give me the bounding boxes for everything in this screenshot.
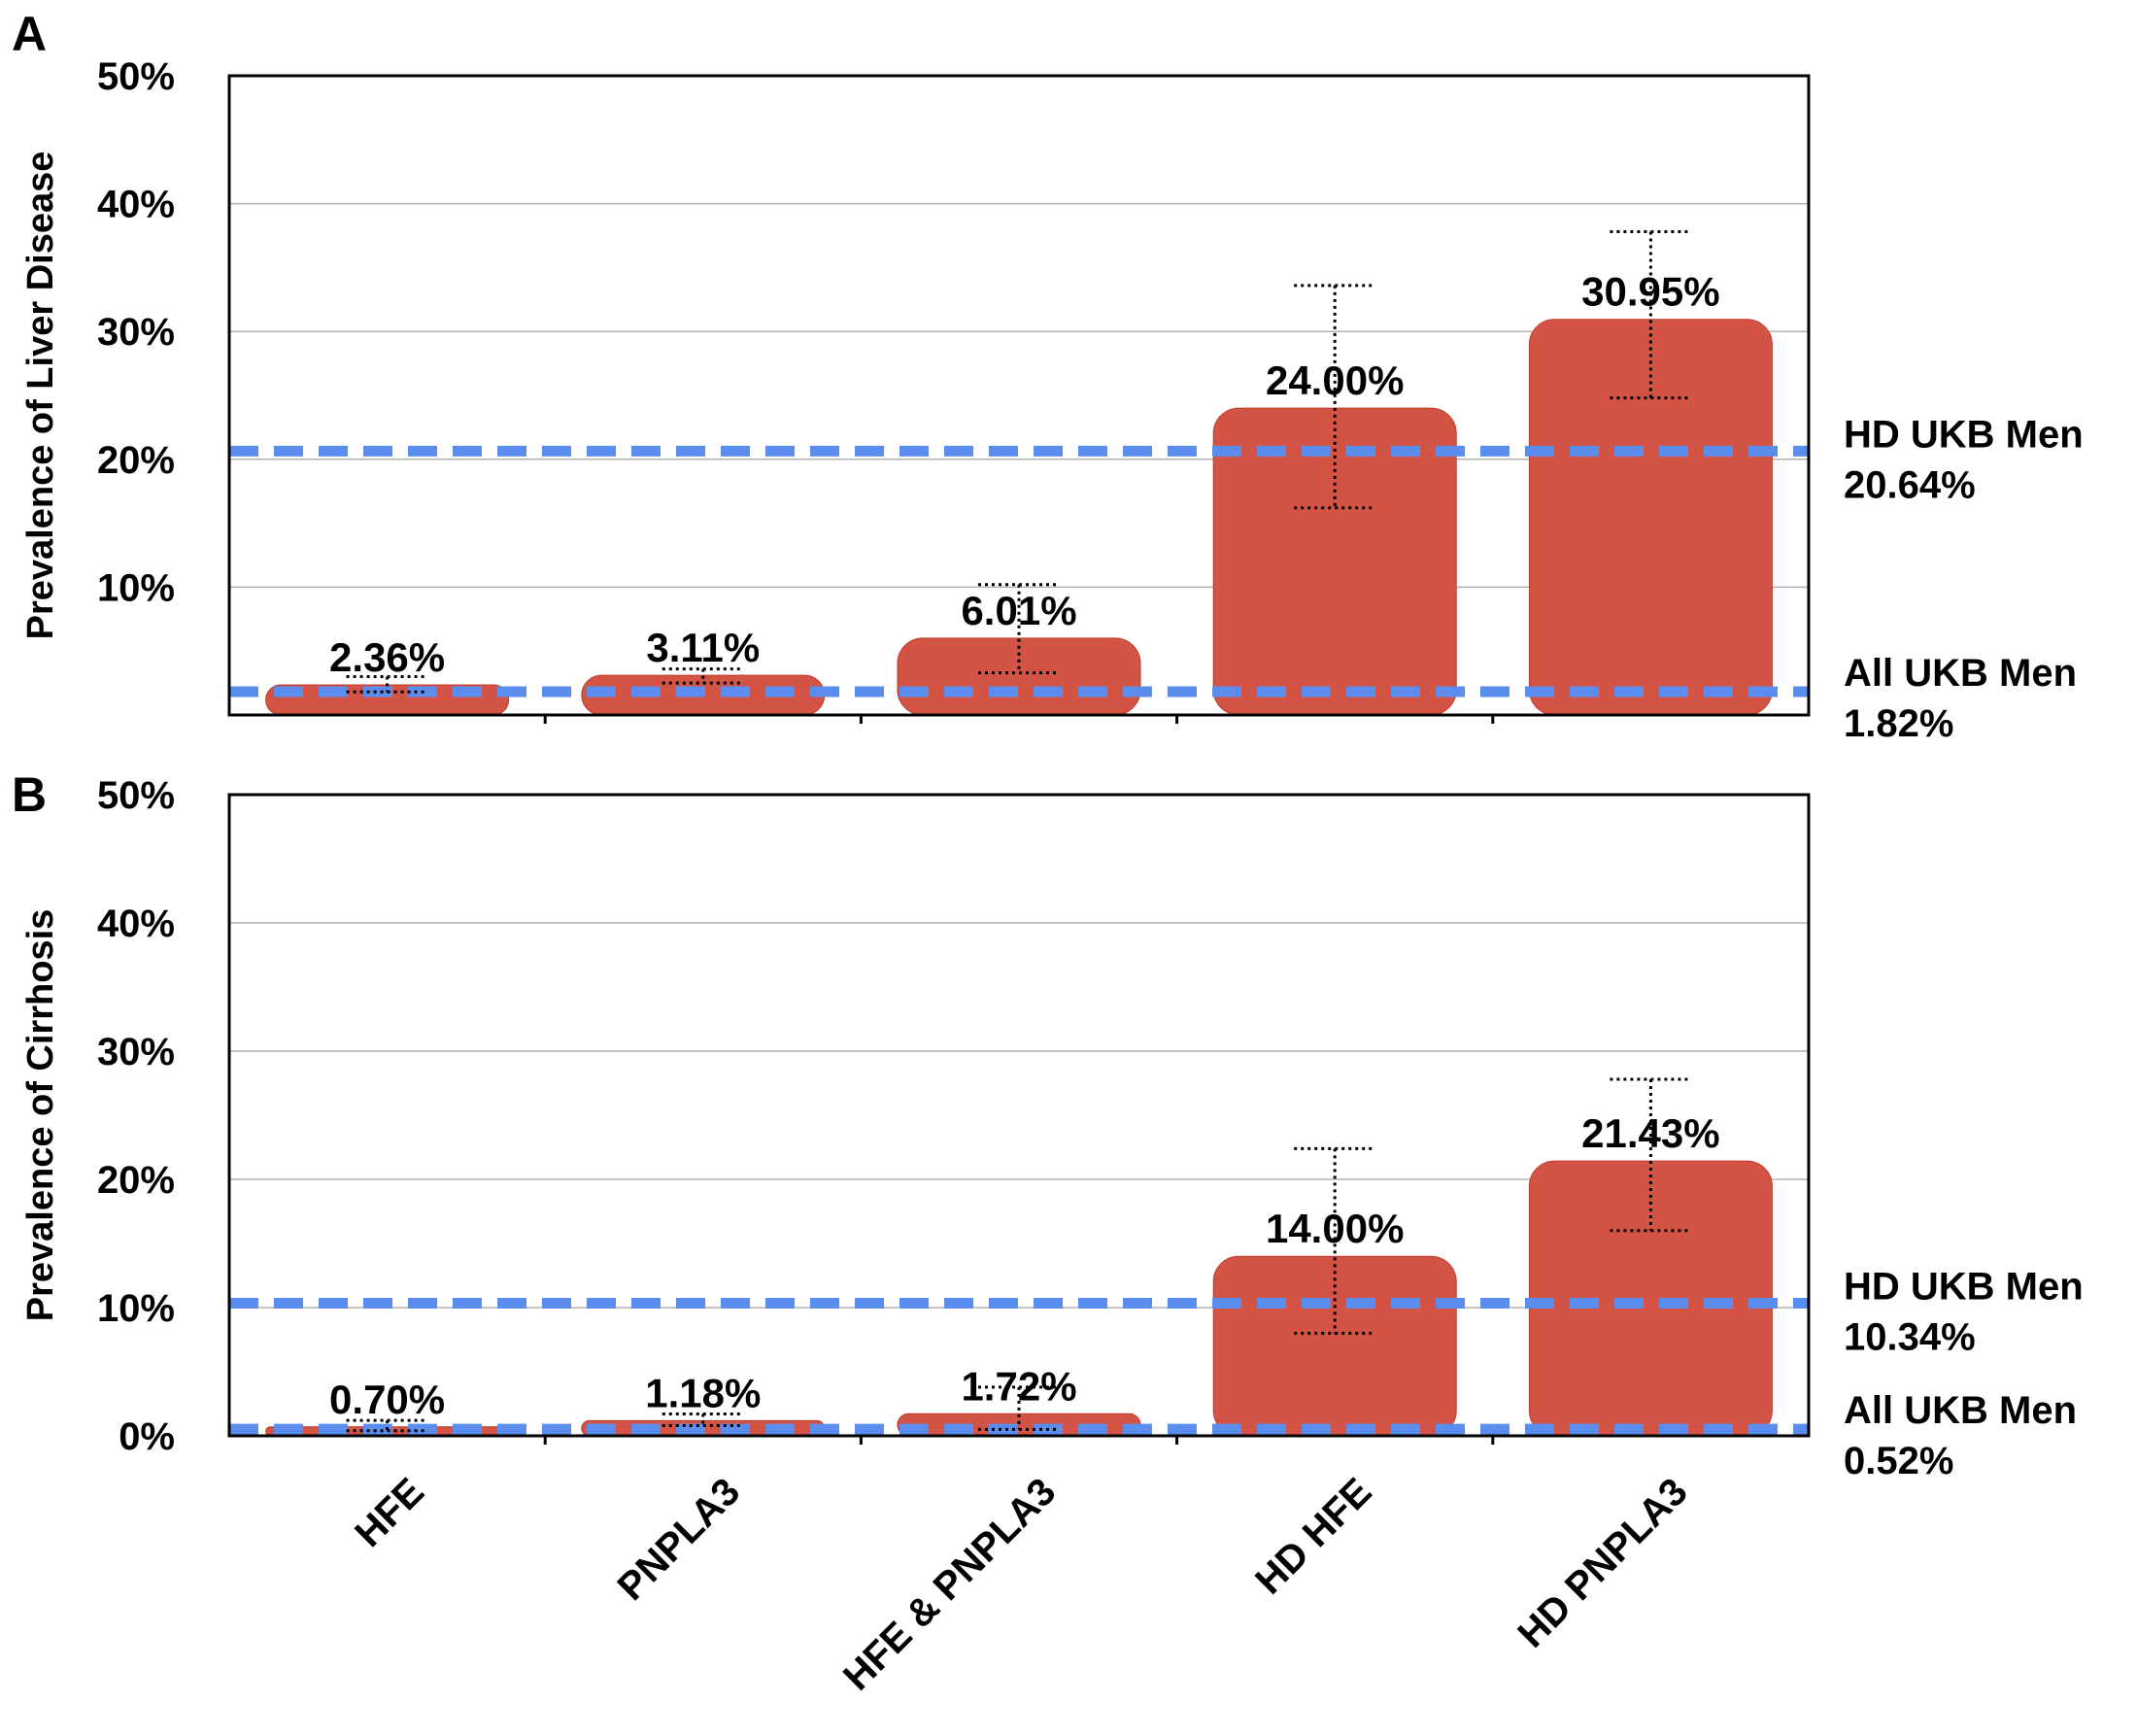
reference-label-title: All UKB Men	[1844, 1389, 2077, 1432]
plot-frame	[227, 74, 1811, 717]
y-tick-label: 20%	[97, 1159, 175, 1202]
data-label: 6.01%	[961, 588, 1076, 633]
y-tick-label: 40%	[97, 184, 175, 226]
x-category-label: HD HFE	[1247, 1470, 1379, 1602]
y-tick-label: 50%	[97, 55, 175, 98]
bar	[897, 637, 1141, 716]
y-tick-label: 10%	[97, 1287, 175, 1330]
reference-label-value: 10.34%	[1844, 1316, 1976, 1359]
data-label: 1.72%	[961, 1363, 1076, 1409]
y-tick-label: 40%	[97, 902, 175, 945]
reference-label-title: HD UKB Men	[1844, 413, 2084, 456]
y-tick-label: 10%	[97, 566, 175, 609]
y-tick-label: 30%	[97, 1031, 175, 1073]
reference-label-title: All UKB Men	[1844, 652, 2077, 695]
reference-label-value: 20.64%	[1844, 463, 1976, 506]
reference-label-value: 0.52%	[1844, 1440, 1953, 1482]
plot-frame	[227, 793, 1811, 1438]
y-tick-label: 30%	[97, 311, 175, 354]
data-label: 14.00%	[1266, 1206, 1404, 1251]
reference-label-title: HD UKB Men	[1844, 1266, 2084, 1309]
x-category-label: HD PNPLA3	[1509, 1470, 1695, 1655]
data-label: 21.43%	[1581, 1110, 1719, 1156]
panel-b: B Prevalence of Cirrhosis 0% 10% 20% 30% 40% 50…	[12, 767, 2084, 1699]
y-axis-label: Prevalence of Cirrhosis	[20, 909, 61, 1322]
data-label: 2.36%	[329, 634, 445, 680]
panel-letter: B	[12, 767, 47, 822]
panel-a: A Prevalence of Liver Disease 10% 20% 30% 40%…	[12, 7, 2084, 745]
bar	[1528, 319, 1773, 716]
data-label: 1.18%	[645, 1370, 761, 1415]
data-label: 30.95%	[1581, 269, 1719, 315]
y-tick-label: 50%	[97, 774, 175, 817]
y-tick-label: 20%	[97, 439, 175, 482]
data-label: 3.11%	[646, 625, 760, 670]
reference-label-value: 1.82%	[1844, 702, 1953, 745]
y-tick-label: 0%	[119, 1415, 175, 1458]
data-label: 0.70%	[329, 1377, 445, 1422]
bar	[1212, 1255, 1457, 1437]
panel-letter: A	[12, 7, 47, 61]
x-category-label: HFE & PNPLA3	[835, 1470, 1064, 1698]
y-axis-label: Prevalence of Liver Disease	[20, 152, 61, 640]
x-category-label: HFE	[347, 1470, 432, 1555]
x-category-label: PNPLA3	[609, 1470, 748, 1609]
data-label: 24.00%	[1266, 357, 1404, 403]
